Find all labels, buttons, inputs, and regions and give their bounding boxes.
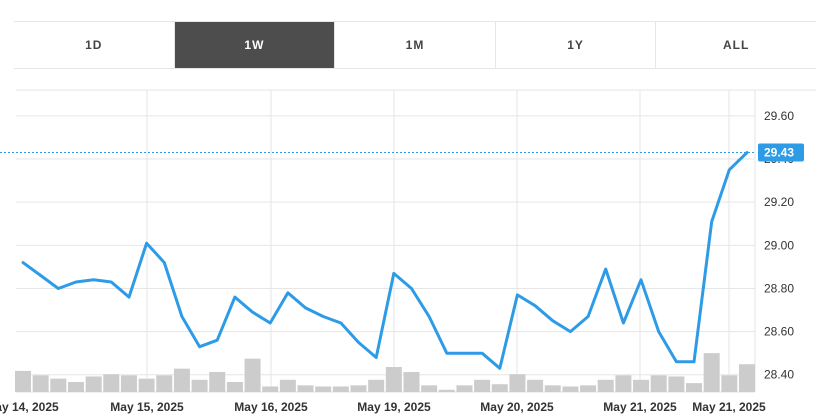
x-tick-label: May 19, 2025	[357, 400, 431, 414]
volume-bar	[580, 385, 597, 392]
volume-bar	[721, 375, 738, 392]
volume-bar	[456, 385, 473, 392]
volume-bar	[544, 385, 561, 392]
y-tick-label: 29.20	[764, 195, 794, 209]
volume-bar	[633, 379, 650, 392]
volume-bar	[173, 368, 190, 392]
volume-bar	[103, 374, 120, 392]
tab-1w[interactable]: 1W	[174, 22, 336, 68]
volume-bar	[156, 375, 173, 392]
volume-bars	[15, 353, 755, 392]
volume-bar	[385, 367, 402, 392]
timeframe-tabs: 1D 1W 1M 1Y ALL	[14, 21, 816, 69]
volume-bar	[615, 375, 632, 392]
y-tick-label: 29.00	[764, 238, 794, 252]
volume-bar	[138, 378, 155, 392]
x-tick-label: May 21, 2025	[692, 400, 766, 414]
volume-bar	[120, 375, 137, 392]
y-tick-label: 28.60	[764, 325, 794, 339]
x-axis: May 14, 2025 May 15, 2025 May 16, 2025 May …	[0, 400, 766, 414]
volume-bar	[527, 379, 544, 392]
y-tick-label: 28.40	[764, 368, 794, 382]
volume-bar	[562, 386, 579, 392]
x-tick-label: May 21, 2025	[603, 400, 677, 414]
volume-bar	[474, 379, 491, 392]
volume-bar	[85, 376, 102, 392]
volume-bar	[191, 379, 208, 392]
last-price-badge: 29.43	[758, 143, 804, 162]
volume-bar	[703, 353, 720, 392]
volume-bar	[438, 389, 455, 392]
last-price-badge-bg	[758, 143, 804, 162]
price-series-line	[21, 151, 749, 370]
volume-bar	[421, 385, 438, 392]
volume-bar	[668, 376, 685, 392]
volume-bar	[279, 379, 296, 392]
tab-1y[interactable]: 1Y	[496, 22, 657, 68]
tab-all[interactable]: ALL	[723, 38, 750, 52]
volume-bar	[491, 384, 508, 392]
tab-1d[interactable]: 1D	[14, 22, 175, 68]
volume-bar	[297, 385, 314, 392]
volume-bar	[244, 358, 261, 392]
x-tick-label: May 14, 2025	[0, 400, 59, 414]
volume-bar	[368, 379, 385, 392]
volume-bar	[686, 383, 703, 392]
y-tick-label: 29.60	[764, 109, 794, 123]
volume-bar	[209, 372, 226, 392]
volume-bar	[15, 370, 31, 392]
volume-bar	[50, 378, 67, 392]
volume-bar	[739, 364, 755, 392]
volume-bar	[597, 379, 614, 392]
y-tick-label: 28.80	[764, 281, 794, 295]
volume-bar	[262, 386, 279, 392]
volume-bar	[403, 372, 420, 392]
volume-bar	[509, 374, 526, 392]
volume-bar	[32, 375, 49, 392]
volume-bar	[650, 375, 667, 392]
volume-bar	[315, 386, 332, 392]
volume-bar	[226, 382, 243, 392]
volume-bar	[332, 386, 349, 392]
x-tick-label: May 15, 2025	[110, 400, 184, 414]
volume-bar	[350, 385, 367, 392]
volume-bar	[67, 382, 84, 392]
tab-1m[interactable]: 1M	[335, 22, 496, 68]
x-tick-label: May 16, 2025	[234, 400, 308, 414]
x-tick-label: May 20, 2025	[480, 400, 554, 414]
last-price-value: 29.43	[764, 146, 794, 160]
